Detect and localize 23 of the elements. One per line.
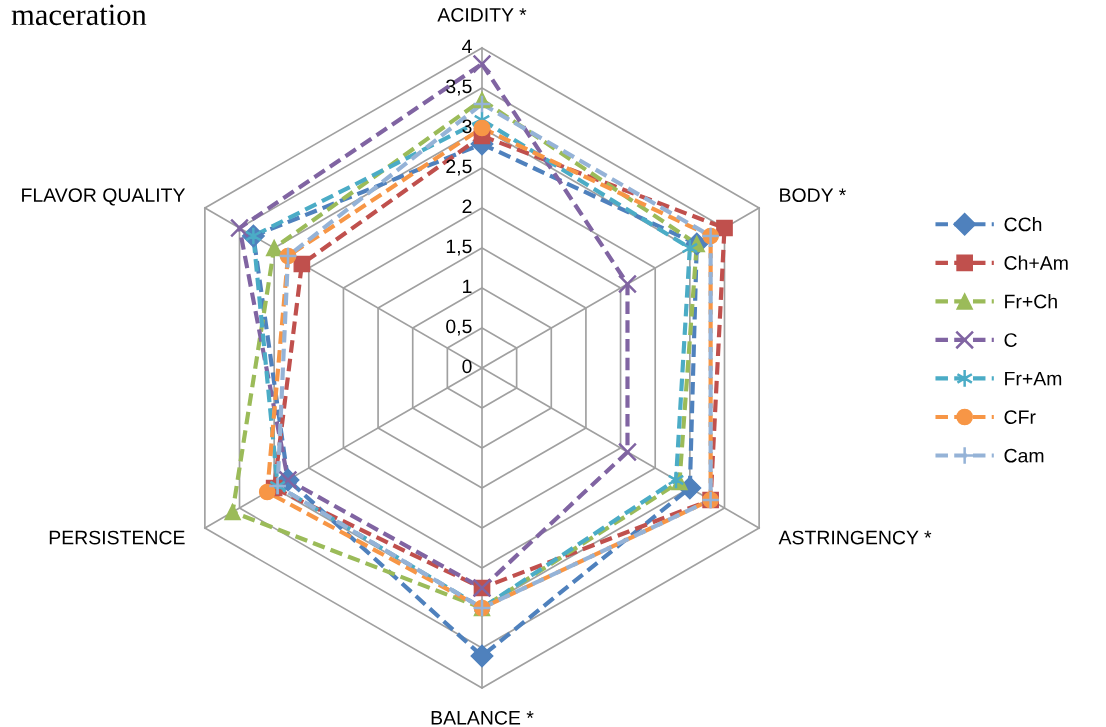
legend-label: Fr+Am xyxy=(1005,371,1062,386)
spoke-label: FLAVOR QUALITY xyxy=(22,188,186,206)
spoke-label: BALANCE * xyxy=(431,710,534,725)
legend-label: C xyxy=(1004,333,1017,347)
legend-label: Ch+Am xyxy=(1004,255,1068,270)
legend-label: CFr xyxy=(1004,410,1036,424)
legend-label: Cam xyxy=(1004,448,1044,463)
y-tick-label: 0,5 xyxy=(446,319,472,336)
y-tick-label: 1 xyxy=(463,279,472,294)
spoke-label: ASTRINGENCY * xyxy=(778,530,932,545)
y-tick-label: 2 xyxy=(462,199,472,214)
y-tick-label: 3,5 xyxy=(446,79,472,96)
y-tick-label: 4 xyxy=(462,39,472,54)
spoke-label: BODY * xyxy=(780,188,846,203)
legend-label: Fr+Ch xyxy=(1005,294,1057,309)
legend-label: CCh xyxy=(1004,217,1042,232)
y-tick-label: 3 xyxy=(462,119,472,134)
spoke-label: PERSISTENCE xyxy=(49,530,185,545)
y-tick-label: 1,5 xyxy=(446,239,472,256)
y-tick-label: 2,5 xyxy=(446,159,472,176)
y-tick-label: 0 xyxy=(462,359,472,374)
spoke-label: ACIDITY * xyxy=(437,7,527,22)
chart-title: maceration xyxy=(11,4,147,26)
